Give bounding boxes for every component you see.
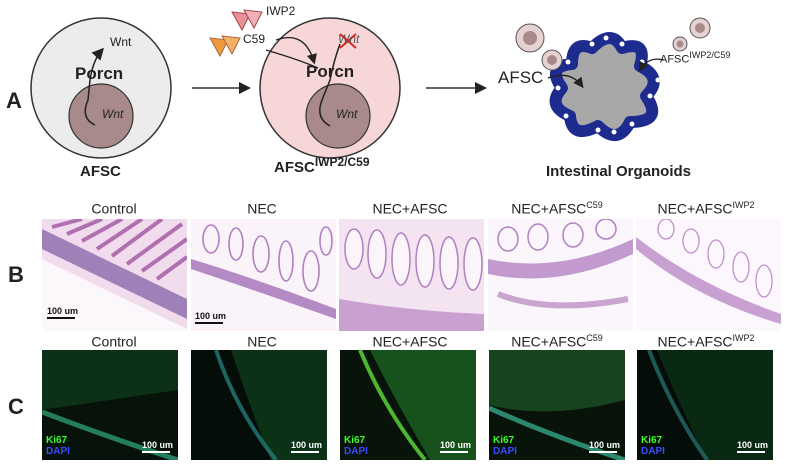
col-title-b-2: NEC bbox=[247, 200, 277, 217]
if-scale-5: 100 um bbox=[737, 440, 768, 453]
col-title-c-4: NEC+AFSCC59 bbox=[511, 333, 603, 350]
inhibitor-icons bbox=[209, 9, 263, 58]
afsc-cell bbox=[30, 17, 172, 159]
he-image-nec bbox=[191, 219, 336, 331]
schematic-panel bbox=[30, 9, 711, 159]
organoid-label: Intestinal Organoids bbox=[546, 163, 692, 180]
organoid-afsc-label: AFSC bbox=[498, 68, 544, 87]
inhibitor-iwp2-label: IWP2 bbox=[266, 4, 296, 18]
organoid-afsc2-sup: IWP2/C59 bbox=[689, 50, 731, 60]
col-title-c-1: Control bbox=[91, 333, 137, 350]
organoid bbox=[515, 17, 711, 141]
if-scale-bar-2 bbox=[291, 451, 319, 453]
if-image-nec-afsc-iwp2: Ki67 DAPI 100 um bbox=[637, 350, 773, 460]
panel-letter-b: B bbox=[8, 262, 24, 287]
if-image-control: Ki67 DAPI 100 um bbox=[42, 350, 178, 460]
if-scale-bar-5 bbox=[737, 451, 765, 453]
organoid-afsc2-label: AFSCIWP2/C59 bbox=[660, 50, 730, 66]
if-image-nec: 100 um bbox=[191, 350, 327, 460]
cell2-wnt-out: Wnt bbox=[338, 32, 360, 46]
col-title-b-5: NEC+AFSCIWP2 bbox=[657, 200, 755, 217]
he-image-nec-afsc-iwp2 bbox=[636, 219, 781, 331]
col-title-b-1: Control bbox=[91, 200, 137, 217]
if-scale-4: 100 um bbox=[589, 440, 620, 453]
if-ki67-label-1: Ki67 bbox=[46, 435, 68, 446]
if-dapi-label-5: DAPI bbox=[641, 446, 665, 457]
if-scale-bar-3 bbox=[440, 451, 468, 453]
cell1-wnt-out: Wnt bbox=[110, 35, 132, 49]
if-scale-bar-1 bbox=[142, 451, 170, 453]
if-ki67-label-4: Ki67 bbox=[493, 435, 515, 446]
if-dapi-label-1: DAPI bbox=[46, 446, 70, 457]
col-title-c-3: NEC+AFSC bbox=[372, 333, 448, 350]
col-title-c-2: NEC bbox=[247, 333, 277, 350]
he-image-nec-afsc-c59 bbox=[488, 219, 633, 331]
he-image-nec-afsc bbox=[339, 219, 484, 331]
he-scale-bar-2 bbox=[195, 322, 223, 324]
if-scale-3: 100 um bbox=[440, 440, 471, 453]
if-scale-1: 100 um bbox=[142, 440, 173, 453]
if-ki67-label-3: Ki67 bbox=[344, 435, 366, 446]
he-scale-bar-1 bbox=[47, 317, 75, 319]
cell2-porcn: Porcn bbox=[306, 62, 355, 81]
cell2-label: AFSCIWP2/C59 bbox=[274, 155, 370, 176]
he-scale-1: 100 um bbox=[47, 306, 78, 319]
col-title-b-4: NEC+AFSCC59 bbox=[511, 200, 603, 217]
if-ki67-label-5: Ki67 bbox=[641, 435, 663, 446]
if-image-nec-afsc: Ki67 DAPI 100 um bbox=[340, 350, 476, 460]
cell1-porcn: Porcn bbox=[75, 64, 124, 83]
panel-letter-c: C bbox=[8, 394, 24, 419]
if-scale-2: 100 um bbox=[291, 440, 322, 453]
cell2-wnt-in: Wnt bbox=[336, 107, 358, 121]
if-dapi-label-3: DAPI bbox=[344, 446, 368, 457]
cell2-label-sup: IWP2/C59 bbox=[314, 155, 370, 169]
he-image-control bbox=[42, 219, 187, 331]
panel-letter-a: A bbox=[6, 88, 22, 113]
col-title-b-3: NEC+AFSC bbox=[372, 200, 448, 217]
if-dapi-label-4: DAPI bbox=[493, 446, 517, 457]
cell1-label: AFSC bbox=[80, 163, 121, 180]
organoid-afsc2-base: AFSC bbox=[660, 53, 690, 66]
inhibitor-c59-label: C59 bbox=[243, 32, 266, 46]
cell1-wnt-in: Wnt bbox=[102, 107, 124, 121]
cell2-label-base: AFSC bbox=[274, 159, 315, 176]
col-title-c-5: NEC+AFSCIWP2 bbox=[657, 333, 755, 350]
if-scale-bar-4 bbox=[589, 451, 617, 453]
if-image-nec-afsc-c59: Ki67 DAPI 100 um bbox=[489, 350, 625, 460]
he-scale-2: 100 um bbox=[195, 311, 226, 324]
afsc-treated-cell bbox=[259, 17, 401, 159]
